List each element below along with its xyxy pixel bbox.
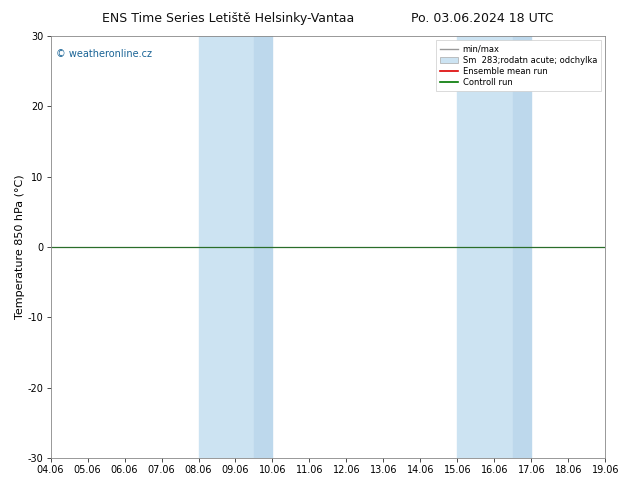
Legend: min/max, Sm  283;rodatn acute; odchylka, Ensemble mean run, Controll run: min/max, Sm 283;rodatn acute; odchylka, … bbox=[436, 40, 601, 91]
Text: © weatheronline.cz: © weatheronline.cz bbox=[56, 49, 152, 59]
Bar bbox=[513, 36, 531, 458]
Bar bbox=[198, 36, 254, 458]
Text: Po. 03.06.2024 18 UTC: Po. 03.06.2024 18 UTC bbox=[411, 12, 553, 25]
Text: ENS Time Series Letiště Helsinky-Vantaa: ENS Time Series Letiště Helsinky-Vantaa bbox=[102, 12, 354, 25]
Bar bbox=[254, 36, 273, 458]
Bar bbox=[457, 36, 513, 458]
Y-axis label: Temperature 850 hPa (°C): Temperature 850 hPa (°C) bbox=[15, 175, 25, 319]
